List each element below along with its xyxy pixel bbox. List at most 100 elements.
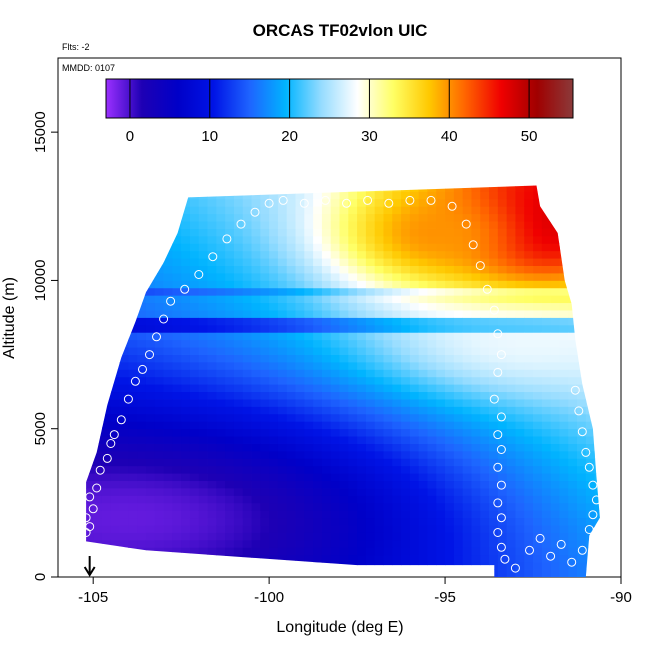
heatmap-cell [392,235,402,244]
heatmap-cell [489,221,499,229]
heatmap-cell [365,376,376,385]
heatmap-cell [436,295,446,304]
heatmap-cell [330,510,340,519]
heatmap-cell [216,347,226,355]
heatmap-cell [515,302,525,311]
heatmap-cell [207,339,217,348]
heatmap-cell [445,488,455,496]
heatmap-cell [172,428,182,437]
heatmap-cell [304,488,314,496]
heatmap-cell [436,488,446,496]
heatmap-cell [480,339,490,348]
heatmap-cell [154,450,164,459]
heatmap-cell [453,510,464,519]
heatmap-cell [216,413,226,422]
heatmap-cell [295,310,305,318]
heatmap-cell [86,525,94,533]
heatmap-cell [198,198,208,207]
heatmap-cell [471,502,481,511]
heatmap-cell [339,465,349,474]
heatmap-cell [242,502,252,511]
heatmap-cell [427,473,437,482]
heatmap-cell [524,221,534,229]
heatmap-cell [207,406,217,415]
heatmap-cell [321,413,332,422]
heatmap-cell [497,562,508,570]
heatmap-cell [533,539,543,548]
heatmap-cell [524,206,534,215]
heatmap-cell [295,428,305,437]
heatmap-cell [110,436,120,444]
heatmap-cell [585,488,596,496]
heatmap-cell [524,473,534,482]
heatmap-cell [533,517,543,526]
heatmap-cell [515,317,525,326]
heatmap-cell [550,539,560,548]
heatmap-cell [409,250,420,259]
heatmap-cell [392,302,402,311]
heatmap-cell [277,458,288,467]
heatmap-cell [313,502,323,511]
heatmap-cell [198,465,208,474]
heatmap-cell [506,347,516,355]
heatmap-cell [497,198,508,207]
heatmap-cell [251,539,261,548]
heatmap-cell [383,525,393,533]
heatmap-cell [128,399,138,407]
heatmap-cell [260,525,270,533]
heatmap-cell [269,399,279,407]
heatmap-cell [154,399,164,407]
heatmap-cell [550,399,560,407]
heatmap-cell [374,525,384,533]
heatmap-cell [427,436,437,444]
heatmap-cell [348,191,358,200]
heatmap-cell [568,354,578,363]
heatmap-cell [295,347,305,355]
heatmap-cell [198,539,208,548]
heatmap-cell [216,391,226,400]
heatmap-cell [453,317,464,326]
heatmap-cell [260,324,270,333]
heatmap-cell [128,406,138,415]
heatmap-cell [515,280,525,289]
heatmap-cell [374,191,384,200]
heatmap-cell [189,287,200,296]
heatmap-cell [374,539,384,548]
profile-point [152,332,161,342]
heatmap-cell [137,391,147,400]
heatmap-cell [480,525,490,533]
heatmap-cell [480,443,490,452]
heatmap-cell [383,369,393,378]
heatmap-cell [251,510,261,519]
heatmap-cell [550,547,560,556]
heatmap-cell [550,554,560,563]
heatmap-cell [260,369,270,378]
heatmap-cell [506,287,516,296]
heatmap-cell [489,250,499,259]
profile-point [496,350,506,360]
heatmap-cell [260,384,270,393]
heatmap-cell [348,450,358,459]
heatmap-cell [374,473,384,482]
heatmap-cell [251,502,261,511]
heatmap-cell [286,302,296,311]
heatmap-cell [365,258,376,266]
heatmap-cell [189,228,200,237]
heatmap-cell [198,488,208,496]
heatmap-cell [445,376,455,385]
heatmap-cell [409,517,420,526]
heatmap-cell [277,465,288,474]
heatmap-cell [348,532,358,541]
heatmap-cell [559,450,569,459]
colorbar: 0 10 20 30 40 50 [105,78,574,145]
heatmap-cell [242,243,252,252]
heatmap-cell [383,517,393,526]
heatmap-cell [427,495,437,504]
heatmap-cell [506,488,516,496]
heatmap-cell [550,354,560,363]
heatmap-cell [339,354,349,363]
heatmap-cell [568,332,578,341]
heatmap-cell [506,310,516,318]
heatmap-cell [207,473,217,482]
heatmap-cell [181,525,191,533]
